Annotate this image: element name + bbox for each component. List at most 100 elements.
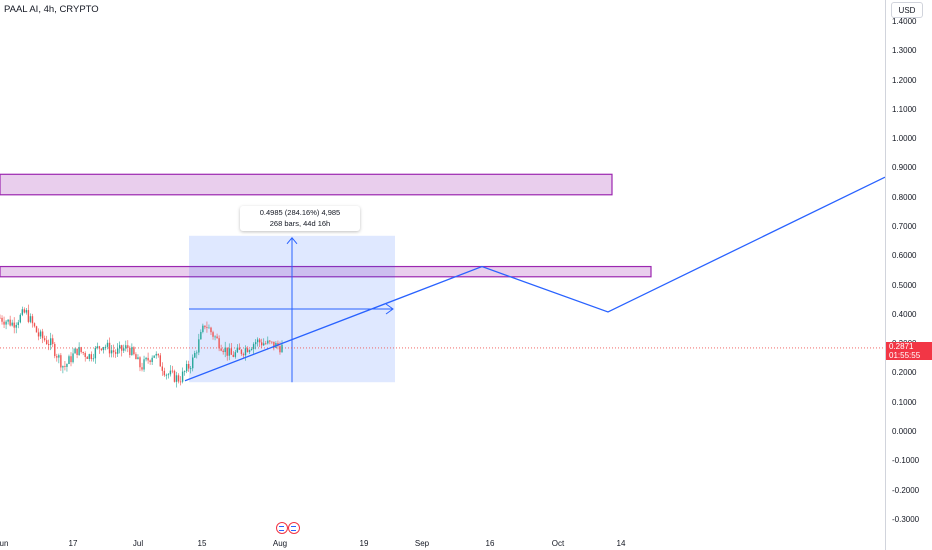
current-price: 0.2871 <box>889 342 914 351</box>
us-flag-event-icon[interactable] <box>288 522 300 534</box>
us-flag-event-icon[interactable] <box>276 522 288 534</box>
candle-body <box>98 346 101 349</box>
candle-body <box>210 327 212 333</box>
time-tick-label: Oct <box>551 539 565 548</box>
candle-body <box>54 343 56 357</box>
candle-body <box>110 350 113 354</box>
candle-body <box>139 357 141 368</box>
candle-body <box>167 374 170 376</box>
price-tick-label: 0.7000 <box>892 222 917 231</box>
price-tick-label: -0.2000 <box>892 485 920 495</box>
candle-body <box>1 317 3 322</box>
candle-body <box>112 350 115 353</box>
candle-body <box>123 348 125 351</box>
candle-body <box>68 356 70 365</box>
time-tick-label: 16 <box>485 539 495 548</box>
projection-path <box>184 176 885 382</box>
symbol-title: PAAL AI, 4h, CRYPTO <box>4 4 99 15</box>
price-tick-label: 0.6000 <box>892 251 917 261</box>
candle-body <box>240 349 243 354</box>
candle-body <box>0 317 1 319</box>
candle-body <box>9 319 11 326</box>
candle-body <box>100 348 103 351</box>
candle-body <box>7 319 9 322</box>
candle-body <box>125 345 127 349</box>
candle-body <box>80 347 82 353</box>
candle-body <box>39 331 42 337</box>
measure-arrowhead <box>385 303 394 315</box>
price-tick-label: -0.1000 <box>892 456 920 466</box>
candle-body <box>90 354 92 360</box>
candle-body <box>31 316 34 324</box>
candle-body <box>151 357 153 363</box>
candle-body <box>216 336 218 339</box>
candle-body <box>238 347 241 350</box>
candle-body <box>173 370 176 382</box>
measure-change: 0.4985 (284.16%) 4,985 <box>259 208 341 217</box>
candle-body <box>161 366 164 371</box>
candle-body <box>96 346 99 348</box>
candle-body <box>92 358 95 360</box>
candle-body <box>37 332 40 337</box>
candle-body <box>94 347 97 359</box>
candle-body <box>15 324 17 328</box>
candle-body <box>19 314 21 323</box>
candle-body <box>181 371 184 382</box>
candle-body <box>244 348 247 356</box>
candle-body <box>17 322 19 325</box>
candle-body <box>222 350 224 353</box>
candle-body <box>265 343 267 345</box>
candle-body <box>281 344 283 353</box>
candle-body <box>192 357 194 369</box>
time-tick-label: Sep <box>414 539 430 548</box>
measure-tooltip: 0.4985 (284.16%) 4,985 268 bars, 44d 16h <box>240 206 360 231</box>
time-tick-label: 17 <box>68 539 78 548</box>
candle-body <box>230 348 232 355</box>
candle-body <box>250 349 253 351</box>
bar-countdown: 01:55:55 <box>889 351 921 360</box>
candle-body <box>13 322 15 328</box>
price-axis[interactable]: 1.4000 1.3000 1.2000 1.1000 1.0000 0.9000 0.80… <box>885 0 932 550</box>
candle-body <box>187 364 190 369</box>
price-tick-label: -0.3000 <box>892 514 920 524</box>
candle-body <box>5 321 7 325</box>
candle-body <box>118 345 121 349</box>
price-chart[interactable] <box>0 0 885 550</box>
candle-body <box>224 347 226 353</box>
candle-body <box>145 357 147 360</box>
candle-body <box>106 342 109 347</box>
candle-body <box>74 348 76 354</box>
candle-body <box>242 353 245 356</box>
candle-body <box>149 360 151 363</box>
candle-body <box>232 354 235 357</box>
candle-body <box>127 345 129 348</box>
price-tick-label: 0.8000 <box>892 192 917 202</box>
price-tick-label: 1.2000 <box>892 75 917 85</box>
candle-body <box>129 347 131 355</box>
candle-body <box>183 371 186 373</box>
candle-body <box>108 342 111 354</box>
currency-button[interactable]: USD <box>891 2 923 18</box>
price-tick-label: 1.0000 <box>892 134 917 144</box>
candle-body <box>248 350 251 353</box>
chart-area[interactable]: PAAL AI, 4h, CRYPTO 0.4985 (284.16%) 4,9… <box>0 0 885 550</box>
events-markers[interactable] <box>276 522 300 534</box>
price-tick-label: 0.2000 <box>892 368 917 378</box>
resistance-zone <box>0 265 652 278</box>
price-tick-label: 1.1000 <box>892 104 917 114</box>
time-tick-label: Jul <box>132 539 144 548</box>
candle-body <box>135 354 137 360</box>
candle-body <box>258 339 261 343</box>
time-tick-label: Jun <box>0 539 9 548</box>
candle-body <box>76 348 78 355</box>
price-tick-label: 0.0000 <box>892 427 917 436</box>
candle-body <box>267 340 269 344</box>
candle-body <box>143 359 145 370</box>
price-tick-label: 0.4000 <box>892 309 917 319</box>
candle-body <box>104 346 107 348</box>
price-tick-label: 1.3000 <box>892 46 917 56</box>
candle-body <box>35 326 38 333</box>
candle-body <box>169 370 172 375</box>
candle-body <box>62 366 64 368</box>
candle-body <box>273 341 275 348</box>
